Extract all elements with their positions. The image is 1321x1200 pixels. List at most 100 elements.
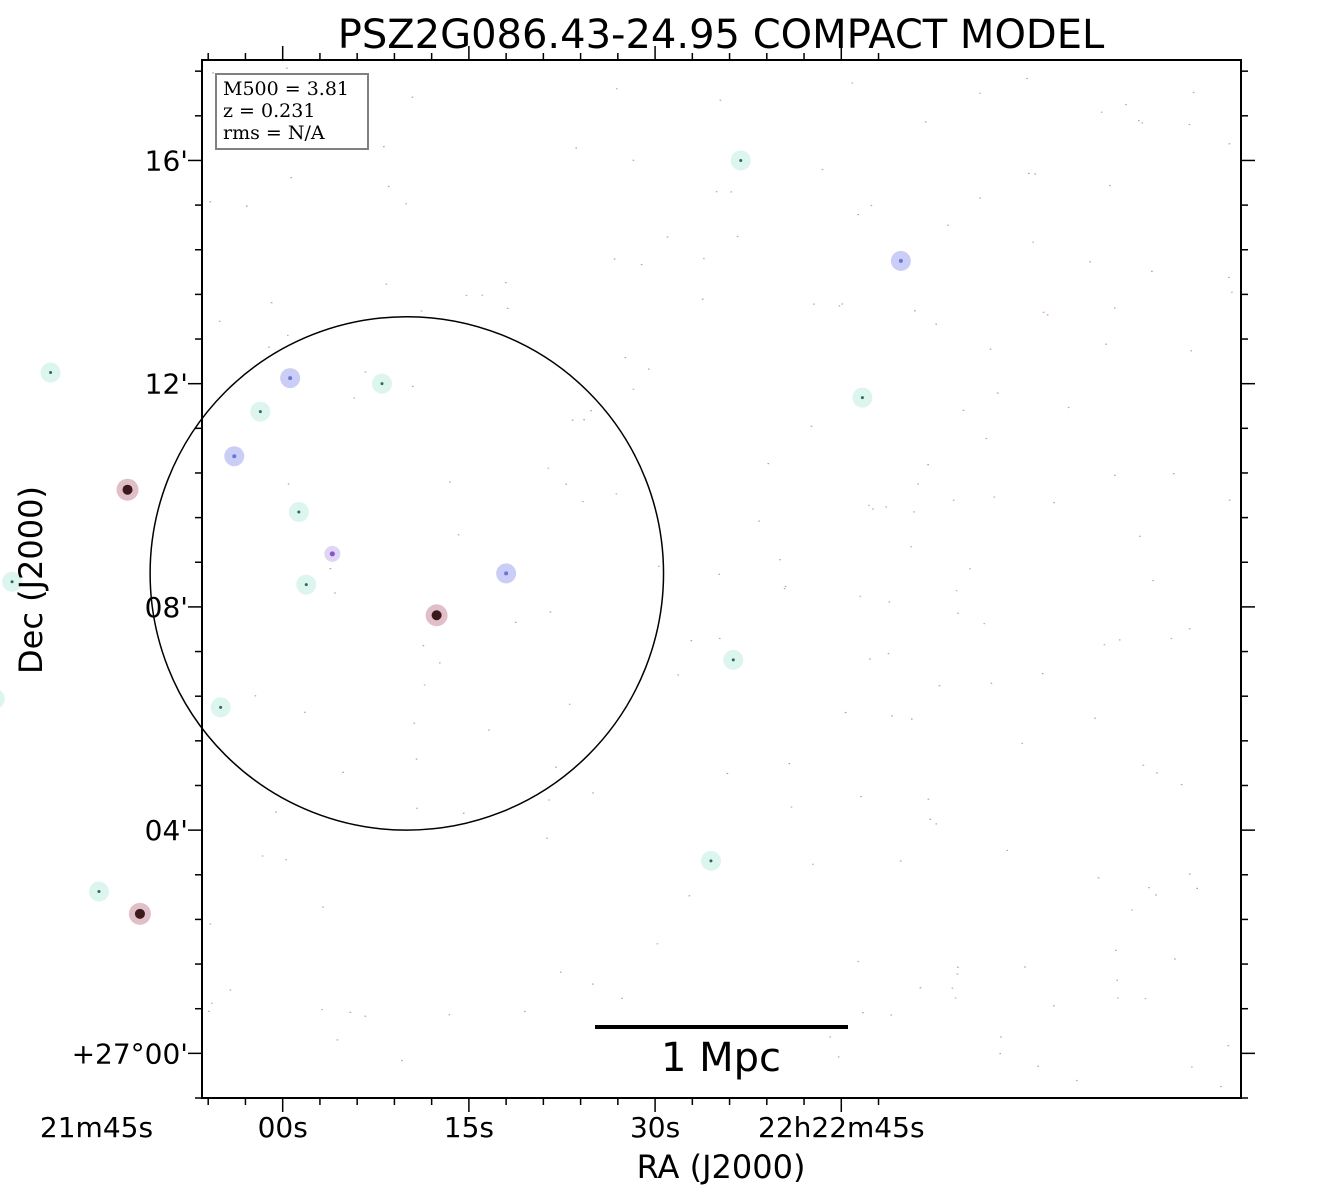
noise-speck: [656, 943, 659, 945]
noise-speck: [465, 294, 468, 296]
noise-speck: [1141, 122, 1144, 124]
noise-speck: [927, 798, 930, 800]
noise-speck: [860, 796, 862, 798]
noise-speck: [448, 1014, 451, 1016]
noise-speck: [1227, 1045, 1230, 1047]
noise-speck: [211, 1002, 213, 1004]
noise-speck: [1034, 173, 1036, 175]
noise-speck: [947, 224, 949, 226]
source-core: [122, 484, 133, 495]
noise-speck: [415, 758, 418, 760]
info-box-border: [215, 73, 369, 150]
point-sources: [0, 97, 911, 925]
source-core: [504, 571, 509, 576]
point-source: [700, 850, 721, 871]
scale-bar-label: 1 Mpc: [661, 1035, 781, 1081]
noise-speck: [1188, 628, 1191, 630]
noise-speck: [989, 348, 992, 350]
noise-speck: [718, 637, 721, 640]
noise-speck: [1026, 77, 1028, 80]
noise-speck: [885, 506, 887, 508]
noise-speck: [1196, 887, 1198, 889]
noise-speck: [268, 346, 270, 348]
y-tick-label: 16': [145, 144, 188, 177]
noise-speck: [1118, 639, 1121, 641]
noise-speck: [1156, 772, 1158, 774]
point-source: [296, 574, 317, 595]
y-axis-label: Dec (J2000): [12, 486, 50, 674]
source-core: [258, 410, 262, 414]
x-axis-label: RA (J2000): [637, 1148, 806, 1186]
noise-speck: [549, 611, 552, 613]
noise-speck: [919, 987, 922, 989]
point-source: [890, 250, 911, 271]
noise-speck: [246, 205, 248, 207]
noise-speck: [287, 483, 290, 485]
noise-speck: [1228, 276, 1230, 278]
point-source: [88, 881, 109, 902]
noise-speck: [506, 307, 509, 309]
noise-speck: [1115, 949, 1117, 951]
source-core: [380, 382, 384, 386]
noise-speck: [270, 302, 273, 304]
source-core: [731, 658, 735, 662]
noise-speck: [632, 159, 635, 161]
noise-speck: [758, 520, 760, 522]
noise-speck: [401, 1059, 403, 1062]
noise-speck: [810, 425, 813, 427]
noise-speck: [1032, 241, 1034, 243]
noise-speck: [829, 1036, 831, 1038]
noise-speck: [1228, 499, 1231, 501]
noise-speck: [624, 357, 627, 359]
point-source: [852, 387, 873, 408]
noise-speck: [969, 568, 971, 570]
noise-speck: [1037, 1065, 1039, 1067]
noise-speck: [329, 568, 332, 570]
noise-speck: [1041, 673, 1044, 675]
noise-speck: [1138, 120, 1140, 122]
noise-speck: [412, 385, 414, 387]
noise-speck: [962, 409, 965, 411]
noise-speck: [615, 493, 618, 495]
point-source: [371, 373, 392, 394]
plot-frame: [201, 59, 1242, 1099]
noise-speck: [632, 388, 635, 390]
noise-speck: [887, 653, 890, 655]
noise-speck: [837, 1056, 840, 1058]
point-source: [128, 902, 151, 925]
plot-background: [202, 60, 1241, 1098]
noise-speck: [1188, 123, 1191, 126]
noise-speck: [888, 601, 891, 603]
noise-speck: [590, 410, 592, 412]
point-source: [224, 446, 245, 467]
noise-speck: [870, 204, 873, 207]
point-source: [250, 401, 271, 422]
noise-speck: [439, 662, 441, 664]
source-core: [739, 158, 743, 162]
noise-speck: [1192, 91, 1195, 94]
scale-bar: 1 Mpc: [595, 1025, 848, 1081]
noise-speck: [979, 197, 981, 199]
noise-speck: [1114, 474, 1116, 476]
x-tick-labels: 22h22m45s 30s 15s 00s 21m45s: [40, 1111, 925, 1144]
noise-speck: [857, 960, 860, 963]
noise-speck: [385, 283, 388, 285]
noise-speck: [613, 258, 616, 260]
noise-speck: [416, 807, 418, 809]
source-core: [297, 510, 301, 514]
noise-speck: [212, 72, 214, 74]
noise-speck: [218, 320, 221, 322]
noise-speck: [423, 684, 426, 686]
point-source: [425, 604, 448, 627]
noise-speck: [938, 685, 941, 687]
noise-speck: [1089, 261, 1091, 263]
source-core: [898, 258, 903, 263]
noise-speck: [952, 499, 955, 501]
source-core: [329, 551, 335, 557]
noise-speck: [514, 621, 517, 623]
noise-speck: [290, 177, 292, 179]
y-tick-labels: +27°00' 04' 08' 12' 16': [72, 144, 188, 1070]
noise-speck: [872, 508, 874, 510]
noise-speck: [560, 971, 562, 973]
